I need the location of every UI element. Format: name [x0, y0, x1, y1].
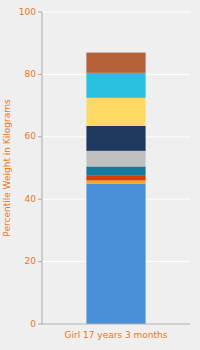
grid-line — [42, 324, 190, 325]
bar-segment — [86, 126, 145, 151]
x-axis — [42, 324, 190, 325]
background — [0, 0, 200, 350]
tick-label: 40 — [25, 194, 37, 204]
y-axis-label: Percentile Weight in Kilograms — [2, 99, 12, 237]
tick-mark — [38, 12, 42, 13]
grid-line — [42, 12, 190, 13]
y-axis — [42, 12, 43, 324]
bar-segment — [86, 73, 145, 98]
tick-mark — [38, 261, 42, 262]
tick-label: 100 — [19, 7, 36, 17]
tick-label: 0 — [30, 319, 36, 329]
bar-segment — [86, 98, 145, 126]
bars — [86, 53, 145, 324]
tick-label: 80 — [25, 69, 37, 79]
bar-segment — [86, 176, 145, 181]
tick-mark — [38, 136, 42, 137]
tick-mark — [38, 74, 42, 75]
y-ticks: 0 20 40 60 80 100 — [19, 7, 42, 329]
tick-label: 60 — [25, 131, 37, 141]
category-label: Girl 17 years 3 months — [65, 330, 168, 340]
tick-mark — [38, 324, 42, 325]
bar-segment — [86, 184, 145, 324]
chart: 0 20 40 60 80 100 Girl 17 years 3 months Percen… — [0, 0, 200, 350]
tick-label: 20 — [25, 256, 37, 266]
grid — [42, 12, 190, 324]
bar-segment — [86, 151, 145, 167]
bar-segment — [86, 166, 145, 175]
bar-segment — [86, 53, 145, 73]
tick-mark — [38, 199, 42, 200]
bar-segment — [86, 180, 145, 183]
